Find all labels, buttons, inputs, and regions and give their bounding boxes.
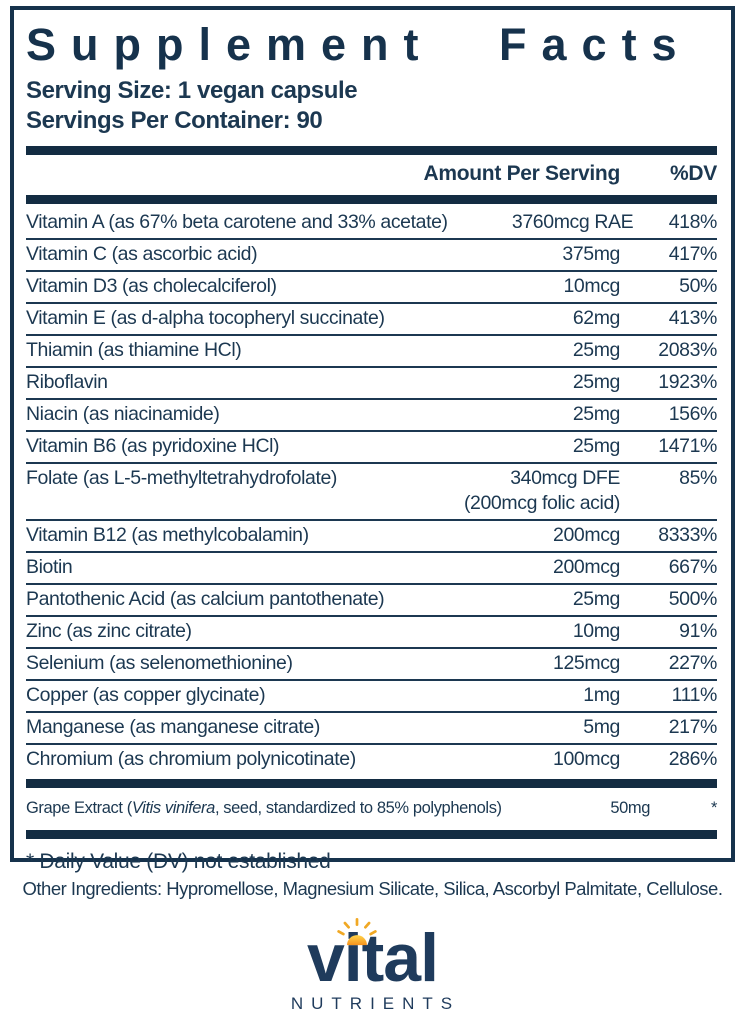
nutrient-dv: * <box>710 798 717 817</box>
nutrient-dv: 500% <box>668 587 718 610</box>
brand-subtitle: NUTRIENTS <box>290 994 461 1013</box>
divider-bar-top <box>26 145 717 155</box>
divider-bar-footnote <box>26 829 717 839</box>
divider-bar-extract-top <box>26 778 717 788</box>
nutrient-dv: 286% <box>668 747 718 770</box>
nutrient-dv: 156% <box>668 402 718 425</box>
table-row-vitamin-d3: Vitamin D3 (as cholecalciferol) 10mcg 50… <box>26 269 717 302</box>
nutrient-name: Thiamin (as thiamine HCl) <box>26 338 242 361</box>
table-row-riboflavin: Riboflavin 25mg 1923% <box>26 365 717 398</box>
brand-logo: vital NUTRIENTS <box>0 918 745 1014</box>
sun-icon <box>337 918 377 946</box>
table-row-vitamin-b6: Vitamin B6 (as pyridoxine HCl) 25mg 1471… <box>26 429 717 462</box>
extract-name-suffix: , seed, standardized to 85% polyphenols) <box>214 798 502 817</box>
divider-bar-header <box>26 194 717 204</box>
nutrient-amount: 5mg <box>583 715 620 738</box>
nutrient-amount-line2: (200mcg folic acid) <box>463 491 620 514</box>
table-row-vitamin-e: Vitamin E (as d-alpha tocopheryl succina… <box>26 301 718 334</box>
panel-title: Supplement Facts <box>26 19 692 70</box>
nutrient-dv: 111% <box>671 683 718 706</box>
nutrient-dv: 217% <box>668 715 718 738</box>
table-row-selenium: Selenium (as selenomethionine) 125mcg 22… <box>26 646 718 679</box>
table-row-zinc: Zinc (as zinc citrate) 10mg 91% <box>26 614 717 647</box>
nutrient-table: Vitamin A (as 67% beta carotene and 33% … <box>26 208 717 775</box>
nutrient-amount: 10mcg <box>563 274 620 297</box>
nutrient-amount: 25mg <box>572 434 621 457</box>
nutrient-amount: 3760mcg RAE <box>511 210 634 233</box>
nutrient-amount: 50mg <box>610 798 651 817</box>
nutrient-amount: 200mcg <box>553 523 620 546</box>
table-row-biotin: Biotin 200mcg 667% <box>26 550 718 583</box>
nutrient-amount: 340mcg DFE (200mcg folic acid) <box>405 466 620 516</box>
nutrient-name: Vitamin B6 (as pyridoxine HCl) <box>26 434 280 457</box>
brand-name: vital <box>306 920 439 996</box>
table-row-chromium: Chromium (as chromium polynicotinate) 10… <box>26 742 718 775</box>
nutrient-name: Chromium (as chromium polynicotinate) <box>26 747 356 770</box>
nutrient-name: Vitamin B12 (as methylcobalamin) <box>26 523 309 546</box>
table-row-manganese: Manganese (as manganese citrate) 5mg 217… <box>26 710 718 743</box>
nutrient-name: Grape Extract (Vitis vinifera, seed, sta… <box>26 796 502 821</box>
extract-latin-name: Vitis vinifera <box>131 798 215 817</box>
nutrient-dv: 667% <box>668 555 718 578</box>
nutrient-amount: 25mg <box>572 402 621 425</box>
nutrient-name: Vitamin E (as d-alpha tocopheryl succina… <box>26 306 385 329</box>
nutrient-name: Vitamin A (as 67% beta carotene and 33% … <box>26 210 448 233</box>
nutrient-dv: 1923% <box>658 370 717 393</box>
nutrient-dv: 50% <box>679 274 717 297</box>
nutrient-amount: 62mg <box>572 306 621 329</box>
nutrient-dv: 413% <box>668 306 718 329</box>
nutrient-dv: 8333% <box>658 523 717 546</box>
nutrient-dv: 2083% <box>658 338 717 361</box>
nutrient-name: Riboflavin <box>26 370 108 393</box>
nutrient-dv: 227% <box>668 651 718 674</box>
nutrient-dv: 91% <box>679 619 717 642</box>
table-row-vitamin-b12: Vitamin B12 (as methylcobalamin) 200mcg … <box>26 518 717 551</box>
nutrient-dv: 418% <box>668 210 718 233</box>
table-row-folate: Folate (as L-5-methyltetrahydrofolate) 3… <box>26 461 717 519</box>
nutrient-name: Folate (as L-5-methyltetrahydrofolate) <box>26 466 338 489</box>
table-row-pantothenic-acid: Pantothenic Acid (as calcium pantothenat… <box>26 582 718 615</box>
nutrient-name: Vitamin C (as ascorbic acid) <box>26 242 258 265</box>
nutrient-name: Biotin <box>26 555 73 578</box>
table-row-thiamin: Thiamin (as thiamine HCl) 25mg 2083% <box>26 333 717 366</box>
nutrient-dv: 1471% <box>658 434 717 457</box>
other-ingredients-text: Other Ingredients: Hypromellose, Magnesi… <box>22 878 723 899</box>
table-row-copper: Copper (as copper glycinate) 1mg 111% <box>26 678 718 711</box>
nutrient-amount: 10mg <box>572 619 621 642</box>
nutrient-name: Copper (as copper glycinate) <box>26 683 266 706</box>
extract-name-prefix: Grape Extract ( <box>26 798 132 817</box>
nutrient-dv: 85% <box>679 466 717 489</box>
nutrient-amount: 375mg <box>562 242 620 265</box>
table-row-vitamin-a: Vitamin A (as 67% beta carotene and 33% … <box>26 208 717 238</box>
column-header-amount: Amount Per Serving <box>423 161 621 185</box>
nutrient-amount: 125mcg <box>553 651 620 674</box>
supplement-facts-panel: Supplement Facts Serving Size: 1 vegan c… <box>10 6 735 873</box>
nutrient-amount: 200mcg <box>553 555 620 578</box>
nutrient-dv: 417% <box>668 242 718 265</box>
nutrient-amount: 25mg <box>572 587 621 610</box>
nutrient-amount-line1: 340mcg DFE <box>510 466 620 489</box>
nutrient-name: Niacin (as niacinamide) <box>26 402 220 425</box>
table-row-vitamin-c: Vitamin C (as ascorbic acid) 375mg 417% <box>26 237 718 270</box>
nutrient-amount: 25mg <box>572 370 621 393</box>
nutrient-name: Selenium (as selenomethionine) <box>26 651 293 674</box>
column-header-row: Amount Per Serving %DV <box>26 159 718 191</box>
table-row-niacin: Niacin (as niacinamide) 25mg 156% <box>26 397 718 430</box>
table-row-grape-extract: Grape Extract (Vitis vinifera, seed, sta… <box>26 792 717 826</box>
daily-value-footnote: * Daily Value (DV) not established <box>26 849 331 873</box>
nutrient-amount: 25mg <box>572 338 621 361</box>
nutrient-name: Vitamin D3 (as cholecalciferol) <box>26 274 277 297</box>
servings-per-container: Servings Per Container: 90 <box>26 106 323 134</box>
nutrient-name: Pantothenic Acid (as calcium pantothenat… <box>26 587 385 610</box>
nutrient-amount: 100mcg <box>553 747 620 770</box>
nutrient-amount: 1mg <box>583 683 620 706</box>
nutrient-name: Zinc (as zinc citrate) <box>26 619 192 642</box>
column-header-dv: %DV <box>670 161 717 185</box>
serving-size: Serving Size: 1 vegan capsule <box>26 76 358 104</box>
nutrient-name: Manganese (as manganese citrate) <box>26 715 320 738</box>
